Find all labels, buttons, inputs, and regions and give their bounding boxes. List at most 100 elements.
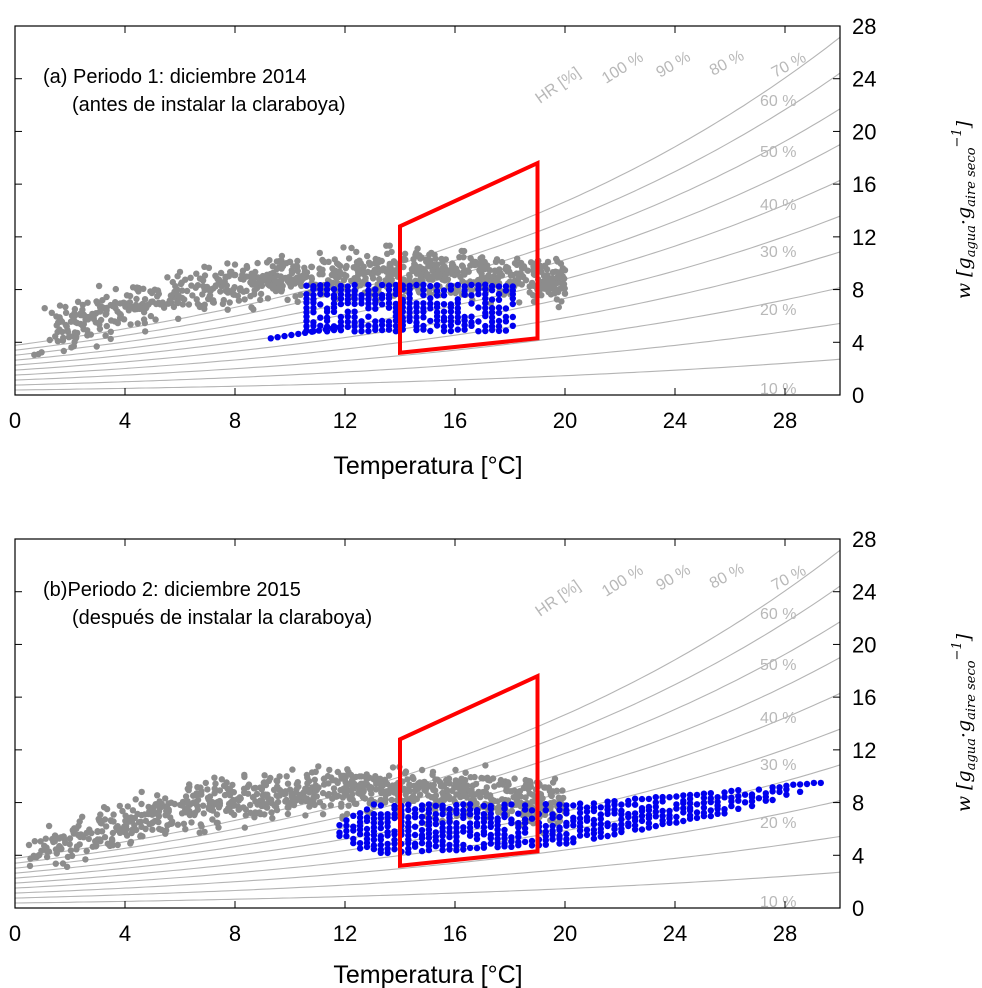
- data-point: [495, 290, 503, 298]
- data-point: [453, 791, 460, 798]
- data-point: [344, 313, 351, 320]
- data-point: [460, 807, 467, 814]
- data-point: [133, 295, 140, 303]
- data-point: [484, 774, 491, 781]
- data-point: [330, 286, 338, 293]
- data-point: [502, 305, 510, 312]
- data-point: [783, 791, 790, 798]
- data-point: [343, 272, 350, 280]
- data-point: [461, 326, 468, 333]
- data-point: [446, 846, 453, 853]
- data-point: [468, 319, 475, 326]
- data-point: [440, 301, 448, 308]
- data-point: [475, 328, 482, 335]
- data-point: [741, 799, 749, 806]
- data-point: [432, 802, 439, 809]
- x-tick-label: 8: [229, 408, 241, 433]
- data-point: [345, 255, 353, 262]
- data-point: [404, 776, 411, 783]
- data-point: [427, 282, 434, 290]
- data-point: [206, 292, 214, 299]
- data-point: [576, 815, 584, 822]
- data-point: [217, 269, 225, 277]
- data-point: [570, 822, 577, 829]
- data-point: [459, 263, 466, 270]
- data-point: [162, 795, 169, 802]
- data-point: [556, 832, 563, 839]
- data-point: [41, 842, 48, 849]
- data-point: [542, 784, 549, 791]
- data-point: [112, 285, 120, 293]
- data-point: [377, 824, 384, 832]
- data-point: [342, 264, 349, 272]
- data-point: [178, 294, 186, 302]
- data-point: [418, 847, 426, 855]
- y-tick-label: 20: [852, 119, 876, 144]
- data-point: [294, 257, 301, 265]
- data-point: [686, 812, 694, 819]
- data-point: [93, 343, 100, 350]
- data-point: [344, 323, 351, 331]
- data-point: [526, 289, 533, 296]
- data-point: [74, 298, 82, 305]
- data-point: [377, 846, 384, 853]
- data-point: [224, 306, 231, 313]
- data-point: [439, 838, 446, 845]
- data-point: [355, 271, 362, 278]
- data-point: [363, 831, 371, 838]
- data-point: [488, 309, 496, 316]
- data-point: [220, 782, 228, 789]
- x-tick-label: 20: [553, 921, 577, 946]
- data-point: [447, 327, 455, 335]
- data-point: [542, 822, 549, 830]
- data-point: [420, 305, 427, 312]
- x-axis-title: Temperatura [°C]: [333, 961, 522, 988]
- data-point: [282, 788, 289, 795]
- data-point: [370, 824, 378, 831]
- data-point: [482, 291, 489, 298]
- data-point: [257, 290, 265, 298]
- data-point: [323, 286, 331, 293]
- data-point: [427, 305, 434, 312]
- data-point: [149, 826, 156, 833]
- data-point: [418, 766, 426, 774]
- data-point: [302, 812, 309, 819]
- data-point: [363, 835, 371, 843]
- data-point: [154, 288, 162, 295]
- data-point: [290, 801, 298, 809]
- data-point: [413, 281, 420, 289]
- rh-label-40: 40 %: [760, 197, 796, 214]
- data-point: [480, 811, 488, 818]
- data-point: [257, 296, 264, 304]
- data-point: [714, 810, 721, 817]
- data-point: [31, 838, 38, 845]
- data-point: [498, 258, 506, 266]
- data-point: [243, 273, 250, 280]
- data-point: [350, 812, 357, 819]
- data-point: [289, 766, 296, 773]
- data-point: [130, 826, 137, 833]
- data-point: [360, 780, 368, 787]
- data-point: [735, 787, 742, 794]
- data-point: [198, 788, 205, 795]
- data-point: [56, 302, 64, 309]
- data-point: [103, 322, 111, 330]
- data-point: [611, 806, 618, 813]
- data-point: [321, 258, 328, 266]
- data-point: [693, 814, 701, 822]
- data-point: [358, 300, 365, 307]
- data-point: [817, 779, 824, 787]
- data-point: [183, 287, 191, 295]
- data-point: [132, 796, 139, 803]
- panel-b-chart: 10 % 20 % 30 % 40 % 50 % 60 % 70 % 80 % 90 %100 …: [9, 527, 979, 988]
- data-point: [224, 260, 231, 267]
- data-point: [551, 775, 559, 782]
- x-tick-label: 28: [773, 408, 797, 433]
- x-tick-label: 8: [229, 921, 241, 946]
- data-point: [487, 810, 494, 817]
- data-point: [554, 258, 561, 265]
- data-point: [385, 291, 393, 299]
- data-point: [460, 268, 467, 276]
- data-point: [303, 291, 310, 298]
- data-point: [549, 822, 556, 830]
